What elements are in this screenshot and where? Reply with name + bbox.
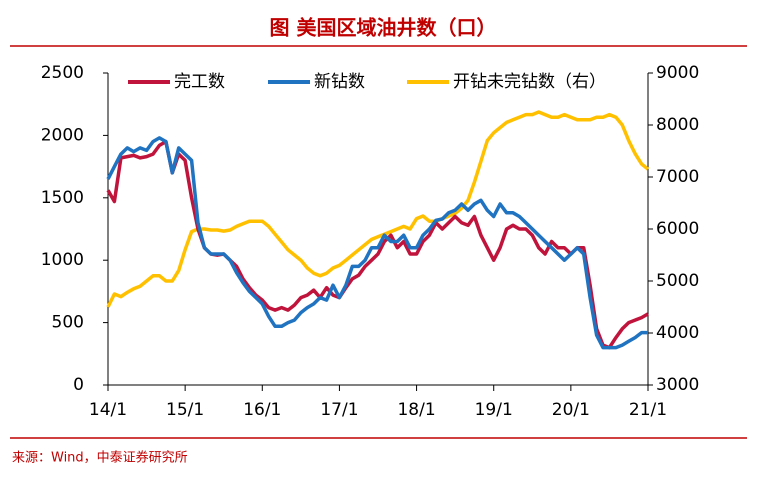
y2-tick-label: 3000	[656, 375, 699, 395]
y2-tick-label: 5000	[656, 271, 699, 291]
x-tick-label: 16/1	[243, 400, 281, 420]
y-tick-label: 1500	[41, 188, 84, 208]
y2-tick-label: 7000	[656, 167, 699, 187]
y-tick-label: 500	[52, 313, 84, 333]
x-tick-label: 21/1	[629, 400, 667, 420]
y2-tick-label: 6000	[656, 219, 699, 239]
y-tick-label: 0	[73, 375, 84, 395]
y-tick-label: 2500	[41, 63, 84, 83]
x-tick-label: 19/1	[475, 400, 513, 420]
x-tick-label: 20/1	[552, 400, 590, 420]
y-tick-label: 2000	[41, 125, 84, 145]
x-tick-label: 14/1	[89, 400, 127, 420]
source: 来源：Wind，中泰证券研究所	[12, 450, 188, 466]
chart-title: 图 美国区域油井数（口）	[270, 16, 497, 40]
legend-label: 完工数	[174, 72, 225, 92]
y2-tick-label: 9000	[656, 63, 699, 83]
y2-tick-label: 4000	[656, 323, 699, 343]
y2-tick-label: 8000	[656, 115, 699, 135]
legend-label: 开钻未完钻数（右）	[453, 72, 606, 92]
x-tick-label: 15/1	[166, 400, 204, 420]
legend-label: 新钻数	[314, 72, 365, 92]
x-tick-label: 17/1	[320, 400, 358, 420]
y-tick-label: 1000	[41, 250, 84, 270]
series-line	[106, 136, 648, 350]
series-line	[106, 110, 650, 308]
x-tick-label: 18/1	[397, 400, 435, 420]
